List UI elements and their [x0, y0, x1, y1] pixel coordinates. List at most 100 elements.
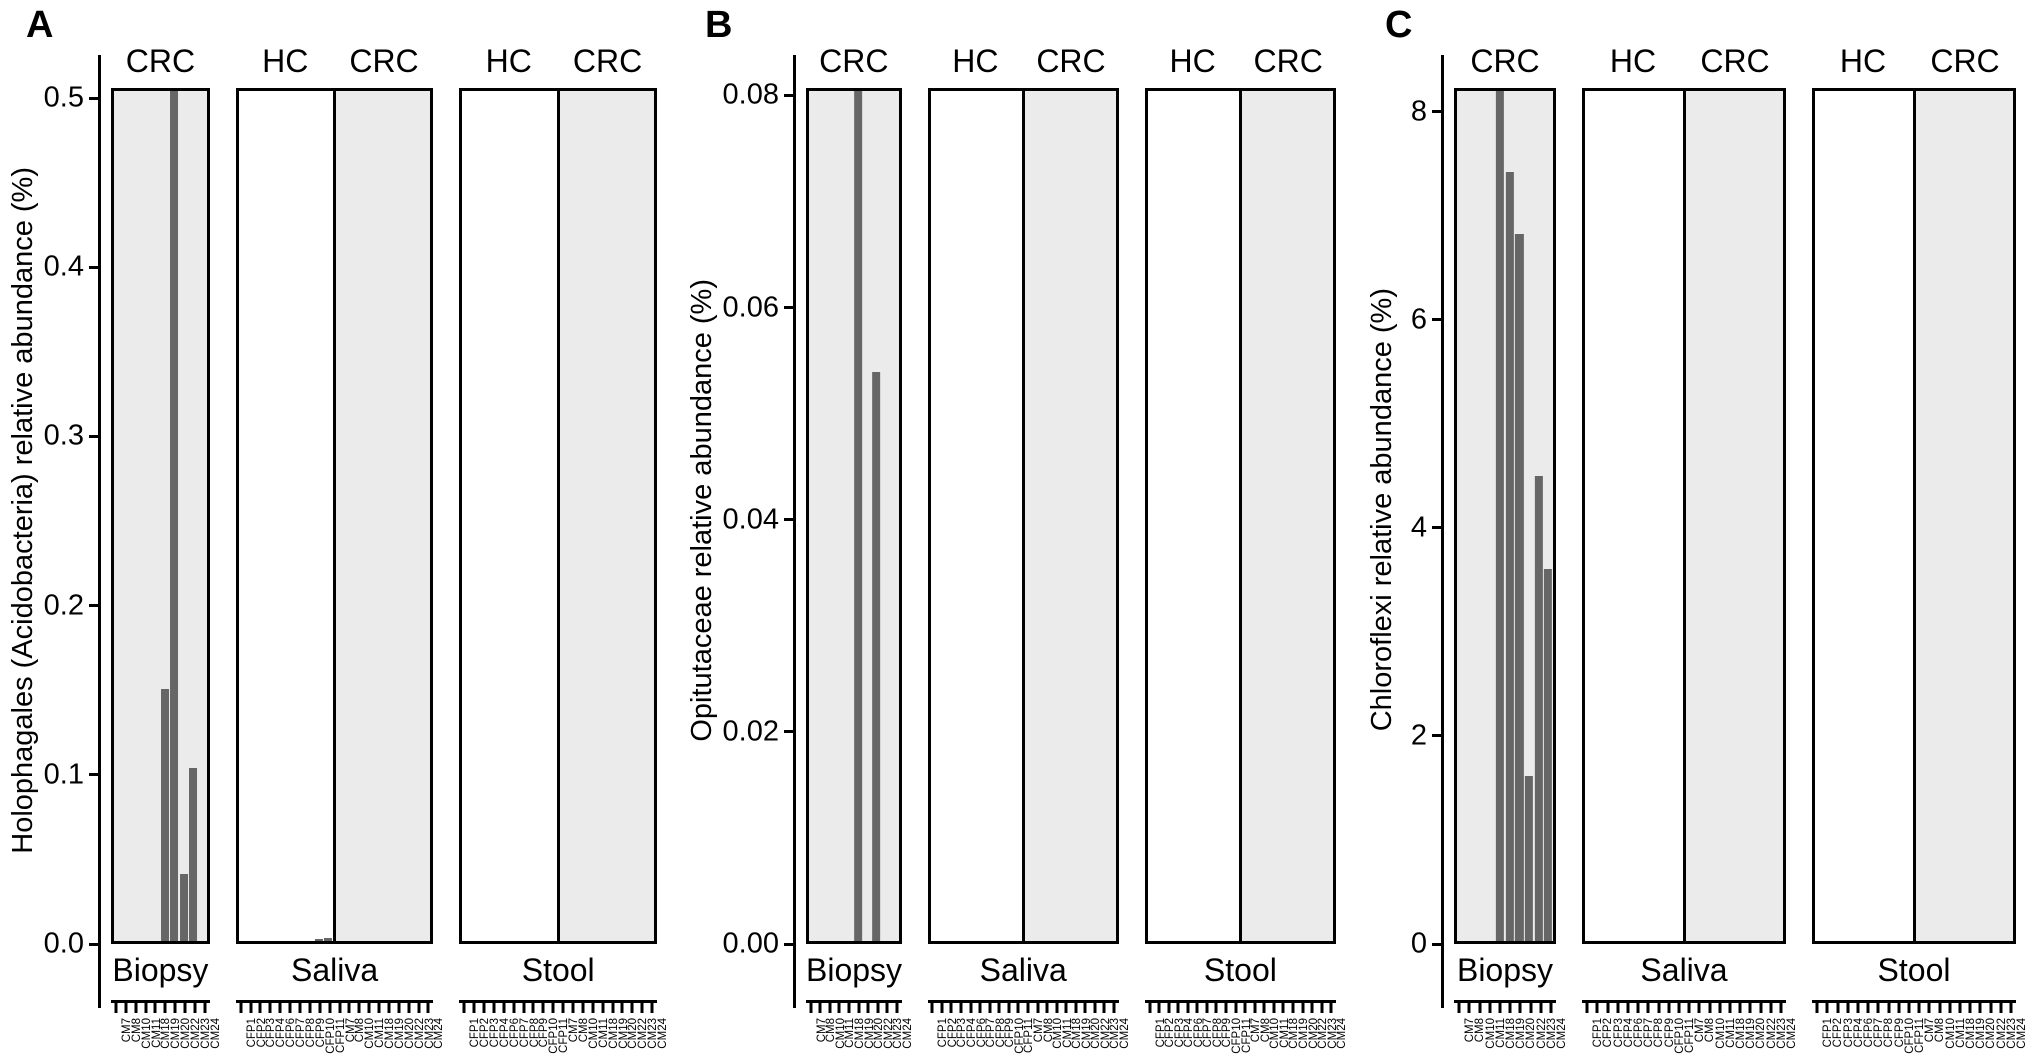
- y-tick-label: 0.02: [722, 715, 779, 748]
- sample-tick: [347, 1000, 351, 1013]
- y-tick-label: 0.5: [43, 81, 84, 114]
- sample-tick: [601, 1000, 605, 1013]
- y-axis-title-A: Holophagales (Acidobacteria) relative ab…: [6, 166, 39, 854]
- facet-box: [111, 88, 210, 944]
- y-tick-label: 0.1: [43, 758, 84, 791]
- y-tick-mark: [784, 518, 793, 522]
- sample-tick: [531, 1000, 535, 1013]
- sample-label-CM24: CM24: [1555, 1018, 1568, 1049]
- y-tick-mark: [1432, 942, 1441, 946]
- sample-tick: [328, 1000, 332, 1013]
- bar-CM22: [179, 873, 188, 941]
- condition-label: CRC: [1036, 43, 1106, 79]
- condition-box-crc: [1457, 91, 1553, 941]
- sample-tick: [1234, 1000, 1238, 1013]
- condition-box-crc: [1238, 91, 1334, 941]
- sample-axis-line: [927, 1000, 1119, 1003]
- sample-tick: [387, 1000, 391, 1013]
- sample-tick: [144, 1000, 148, 1013]
- sample-tick: [969, 1000, 973, 1013]
- sample-tick: [1074, 1000, 1078, 1013]
- bar-CFP11: [324, 937, 333, 941]
- sample-tick: [472, 1000, 476, 1013]
- sample-tick: [959, 1000, 963, 1013]
- bar-CFP10: [314, 939, 323, 941]
- sample-tick: [1272, 1000, 1276, 1013]
- sample-label-CM24: CM24: [209, 1018, 222, 1049]
- facet-group-biopsy: CRC CM7 CM8 CM10 CM11 CM18 CM19 CM20 CM22 CM23 CM2…: [1454, 43, 1568, 1049]
- sample-label-CM24: CM24: [657, 1018, 670, 1049]
- sample-tick: [1508, 1000, 1512, 1013]
- sample-axis-line: [459, 1000, 657, 1003]
- sample-tick: [1646, 1000, 1650, 1013]
- sample-tick: [630, 1000, 634, 1013]
- condition-box-crc: [1682, 91, 1783, 941]
- group-label-stool: Stool: [1203, 952, 1277, 988]
- sample-tick: [1938, 1000, 1941, 1013]
- bar-CM18: [1496, 91, 1505, 941]
- facet-group-saliva: HC CFP1 CFP2 CFP3 CFP4 CFP6 CFP7 CFP8 CFP9 CFP10 C…: [927, 43, 1131, 1054]
- group-label-biopsy: Biopsy: [112, 952, 209, 988]
- sample-tick: [258, 1000, 262, 1013]
- facet-box: [1582, 88, 1786, 944]
- plot-area-C: CRC CM7 CM8 CM10 CM11 CM18 CM19 CM20 CM22 CM23 CM2…: [1454, 43, 2028, 1054]
- group-label-saliva: Saliva: [1640, 952, 1728, 988]
- group-label-stool: Stool: [521, 952, 595, 988]
- condition-label: CRC: [349, 43, 419, 79]
- y-tick-label: 6: [1410, 303, 1427, 336]
- sample-tick: [1243, 1000, 1247, 1013]
- facet-group-stool: HC CFP1 CFP2 CFP3 CFP4 CFP6 CFP7 CFP8 CFP9 CFP10 C…: [1812, 43, 2028, 1054]
- y-tick-label: 8: [1410, 95, 1427, 128]
- y-tick-mark: [1432, 110, 1441, 114]
- sample-tick: [522, 1000, 526, 1013]
- sample-tick: [809, 1000, 813, 1013]
- group-label-biopsy: Biopsy: [1456, 952, 1554, 988]
- sample-tick: [1518, 1000, 1522, 1013]
- sample-tick: [1989, 1000, 1992, 1013]
- y-tick-mark: [89, 942, 98, 946]
- panel-C: C Chloroflexi relative abundance (%) 0 2 4…: [1359, 0, 2038, 1054]
- sample-tick: [1157, 1000, 1161, 1013]
- y-tick-mark: [784, 306, 793, 310]
- sample-tick: [1016, 1000, 1020, 1013]
- sample-tick: [1606, 1000, 1609, 1013]
- y-tick-label: 0.00: [722, 927, 779, 960]
- sample-tick: [357, 1000, 361, 1013]
- sample-tick: [1102, 1000, 1106, 1013]
- sample-tick: [1310, 1000, 1314, 1013]
- condition-box-crc: [809, 91, 899, 941]
- facet-group-saliva: HC CFP1 CFP2 CFP3 CFP4 CFP6 CFP7 CFP8 CFP9 CFP10 C…: [235, 43, 445, 1054]
- condition-label: CRC: [1470, 43, 1540, 79]
- sample-label-CM24: CM24: [1119, 1018, 1132, 1049]
- sample-tick: [857, 1000, 861, 1013]
- condition-label: CRC: [1253, 43, 1323, 79]
- sample-tick: [407, 1000, 411, 1013]
- y-tick-label: 0.4: [43, 250, 84, 283]
- sample-tick: [1214, 1000, 1218, 1013]
- sample-tick: [163, 1000, 167, 1013]
- sample-tick: [1539, 1000, 1543, 1013]
- group-label-biopsy: Biopsy: [806, 952, 903, 988]
- sample-tick: [173, 1000, 177, 1013]
- sample-tick: [1457, 1000, 1461, 1013]
- y-tick-mark: [89, 604, 98, 608]
- sample-tick: [940, 1000, 944, 1013]
- sample-tick: [1112, 1000, 1116, 1013]
- sample-tick: [1253, 1000, 1257, 1013]
- sample-tick: [1697, 1000, 1701, 1013]
- y-tick-mark: [784, 730, 793, 734]
- sample-tick: [1301, 1000, 1305, 1013]
- facet-group-biopsy: CRC CM7 CM8 CM10 CM11 CM18 CM19 CM20 CM22 CM23 CM2…: [111, 43, 222, 1049]
- sample-tick: [997, 1000, 1001, 1013]
- y-tick-mark: [89, 265, 98, 269]
- sample-tick: [1897, 1000, 1901, 1013]
- sample-label-CM24: CM24: [1336, 1018, 1349, 1049]
- sample-tick: [114, 1000, 118, 1013]
- sample-tick: [193, 1000, 197, 1013]
- sample-tick: [183, 1000, 187, 1013]
- sample-tick: [377, 1000, 381, 1013]
- sample-tick: [571, 1000, 575, 1013]
- sample-tick: [134, 1000, 138, 1013]
- sample-tick: [1846, 1000, 1850, 1013]
